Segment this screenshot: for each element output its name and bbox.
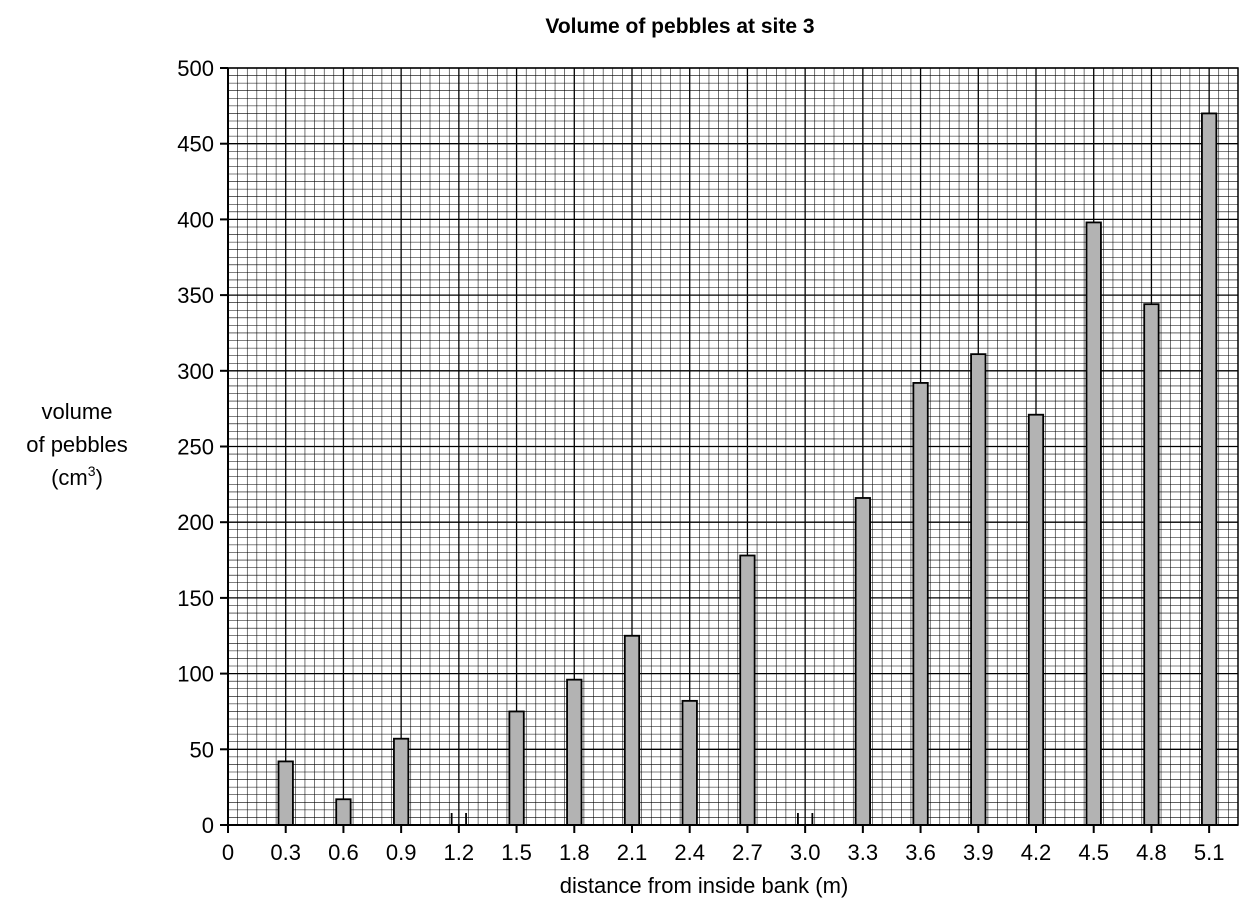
bar-2.4: [681, 699, 698, 826]
y-tick-label: 100: [177, 662, 214, 687]
y-axis-label-line2: of pebbles: [26, 432, 128, 457]
x-tick-label: 3.9: [963, 840, 994, 865]
chart-title: Volume of pebbles at site 3: [545, 15, 814, 38]
y-axis-unit-superscript: 3: [88, 463, 96, 479]
x-tick-label: 4.8: [1136, 840, 1167, 865]
bars: [277, 112, 1218, 826]
y-tick-label: 250: [177, 435, 214, 460]
y-axis-unit-suffix: ): [96, 465, 103, 490]
y-tick-label: 200: [177, 510, 214, 535]
x-tick-label: 1.5: [501, 840, 532, 865]
y-tick-label: 150: [177, 586, 214, 611]
y-axis-label: volume of pebbles (cm3): [26, 399, 128, 490]
bar-3.9: [970, 353, 987, 826]
x-tick-label: 5.1: [1194, 840, 1225, 865]
x-tick-label: 2.1: [617, 840, 648, 865]
x-tick-label: 3.3: [848, 840, 879, 865]
bar-5.1: [1201, 112, 1218, 826]
x-tick-label: 4.5: [1078, 840, 1109, 865]
y-tick-label: 450: [177, 132, 214, 157]
y-tick-label: 500: [177, 56, 214, 81]
y-axis-label-line1: volume: [42, 399, 113, 424]
bar-2.7: [739, 554, 756, 826]
y-tick-labels: 0 50 100 150 200 250 300 350 400 450 500: [177, 56, 228, 838]
bar-1.5: [508, 710, 525, 826]
y-tick-label: 0: [202, 813, 214, 838]
y-tick-label: 300: [177, 359, 214, 384]
bar-3.3: [854, 497, 871, 826]
bar-0.9: [393, 737, 410, 826]
x-tick-label-origin: 0: [222, 840, 234, 865]
x-tick-label: 3.0: [790, 840, 821, 865]
bar-4.5: [1085, 221, 1102, 826]
y-tick-label: 350: [177, 283, 214, 308]
x-tick-label: 2.4: [674, 840, 705, 865]
x-tick-label: 2.7: [732, 840, 763, 865]
axes: [220, 67, 1239, 833]
bar-1.8: [566, 678, 583, 826]
x-tick-label: 0.6: [328, 840, 359, 865]
x-tick-labels: 0 0.3 0.6 0.9 1.2 1.5 1.8 2.1 2.4 2.7 3.0 3.3 3.6 3.9…: [222, 825, 1225, 865]
y-tick-label: 400: [177, 207, 214, 232]
x-axis-label: distance from inside bank (m): [560, 873, 849, 898]
x-tick-label: 1.8: [559, 840, 590, 865]
y-tick-label: 50: [190, 737, 214, 762]
bar-3.6: [912, 382, 929, 826]
bar-4.2: [1027, 413, 1045, 826]
bar-2.1: [623, 634, 641, 826]
bar-0.6: [335, 798, 352, 826]
x-tick-label: 0.3: [270, 840, 301, 865]
bar-0.3: [277, 760, 294, 826]
y-axis-unit-prefix: (cm: [51, 465, 88, 490]
x-tick-label: 4.2: [1021, 840, 1052, 865]
x-tick-label: 0.9: [386, 840, 417, 865]
x-tick-label: 3.6: [905, 840, 936, 865]
y-axis-label-line3: (cm3): [51, 463, 103, 490]
grid: [227, 67, 1239, 826]
x-tick-label: 1.2: [444, 840, 475, 865]
bar-4.8: [1143, 303, 1160, 826]
